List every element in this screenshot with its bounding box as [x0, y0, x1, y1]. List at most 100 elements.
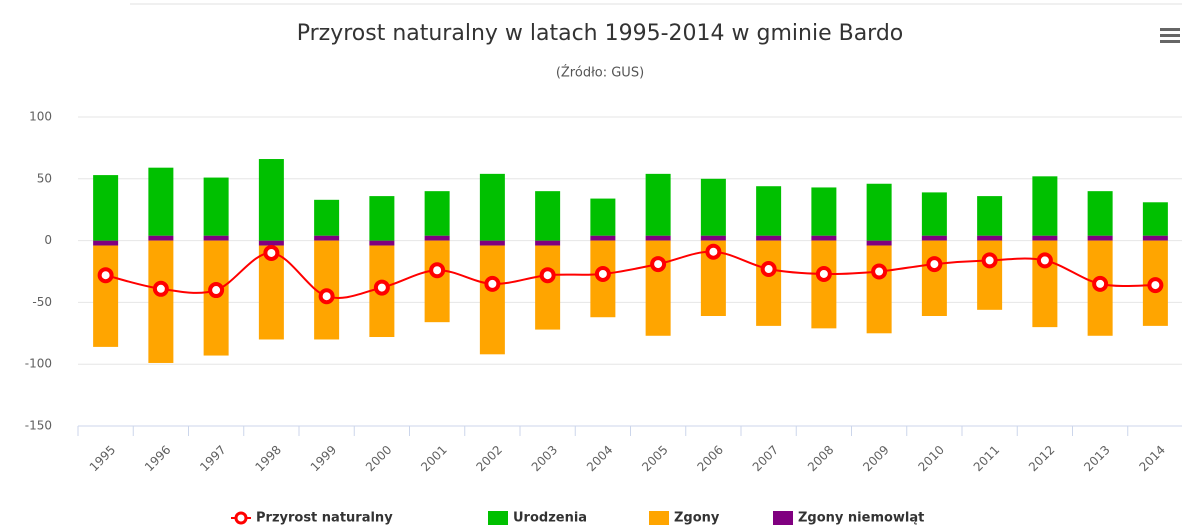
legend-label: Zgony niemowląt	[798, 511, 924, 526]
y-tick-label: -100	[25, 357, 52, 371]
line-marker	[97, 267, 114, 284]
bar	[148, 235, 174, 241]
x-tick-label: 2006	[694, 443, 725, 474]
bar	[203, 177, 229, 236]
legend-symbol	[488, 511, 508, 525]
chart-subtitle: (Źródło: GUS)	[556, 65, 644, 81]
x-tick-label: 2013	[1081, 443, 1112, 474]
bar	[93, 245, 119, 347]
bar	[700, 235, 726, 241]
bar	[148, 167, 174, 236]
bar	[1087, 191, 1113, 236]
legend-symbol	[773, 511, 793, 525]
bar	[756, 240, 782, 326]
bar	[93, 175, 119, 241]
line-marker	[1147, 277, 1164, 294]
line-marker	[429, 262, 446, 279]
bar	[479, 240, 505, 246]
bar	[93, 240, 119, 246]
x-tick-label: 1995	[87, 443, 118, 474]
legend-label: Przyrost naturalny	[256, 511, 393, 526]
bar	[535, 245, 561, 330]
y-tick-label: 50	[37, 171, 52, 185]
line-marker	[650, 256, 667, 273]
bar	[479, 245, 505, 355]
bar	[369, 240, 395, 246]
bar	[535, 240, 561, 246]
x-tick-label: 2000	[363, 443, 394, 474]
bar	[424, 235, 450, 241]
menu-icon[interactable]	[1160, 28, 1180, 43]
bar	[866, 183, 892, 241]
x-tick-label: 2002	[473, 443, 504, 474]
bar	[866, 240, 892, 246]
x-tick-label: 2014	[1136, 443, 1167, 474]
line-marker	[1036, 252, 1053, 269]
line-marker	[484, 275, 501, 292]
bar	[1032, 235, 1058, 241]
bar	[866, 245, 892, 334]
y-tick-label: -150	[25, 419, 52, 433]
line-marker	[318, 288, 335, 305]
bar	[1032, 176, 1058, 236]
x-tick-label: 1999	[308, 443, 339, 474]
bar	[811, 235, 837, 241]
chart-title: Przyrost naturalny w latach 1995-2014 w …	[297, 21, 904, 46]
y-tick-label: -50	[32, 295, 52, 309]
bar	[811, 187, 837, 236]
x-tick-label: 2012	[1026, 443, 1057, 474]
x-tick-label: 2010	[915, 443, 946, 474]
bar	[590, 235, 616, 241]
line-marker	[263, 244, 280, 261]
legend-symbol	[234, 511, 248, 525]
bar	[756, 186, 782, 236]
x-tick-label: 2001	[418, 443, 449, 474]
bar	[645, 235, 671, 241]
bar	[1142, 202, 1168, 236]
legend-symbol	[649, 511, 669, 525]
bar	[921, 192, 947, 236]
bar	[977, 235, 1003, 241]
bar	[424, 240, 450, 323]
line-marker	[539, 267, 556, 284]
bar	[203, 235, 229, 241]
bar	[1087, 235, 1113, 241]
x-tick-label: 1996	[142, 443, 173, 474]
bar	[258, 240, 284, 246]
x-tick-label: 2003	[529, 443, 560, 474]
bar	[645, 173, 671, 236]
bar	[314, 235, 340, 241]
x-tick-label: 2008	[805, 443, 836, 474]
bar	[921, 235, 947, 241]
bar	[700, 178, 726, 236]
line-marker	[152, 280, 169, 297]
bar	[314, 199, 340, 236]
bar	[203, 240, 229, 356]
bar	[921, 240, 947, 316]
line-marker	[594, 265, 611, 282]
line-marker	[760, 261, 777, 278]
line-marker	[208, 282, 225, 299]
x-tick-label: 2004	[584, 443, 615, 474]
bar	[756, 235, 782, 241]
x-tick-label: 2009	[860, 443, 891, 474]
legend-label: Urodzenia	[513, 511, 587, 526]
bar	[369, 196, 395, 241]
bar	[1142, 235, 1168, 241]
bar	[645, 240, 671, 336]
bar	[535, 191, 561, 241]
line-marker	[981, 252, 998, 269]
bar	[258, 159, 284, 241]
bar	[424, 191, 450, 236]
line-marker	[815, 265, 832, 282]
legend-label: Zgony	[674, 511, 720, 526]
y-tick-label: 100	[29, 110, 52, 124]
x-tick-label: 2007	[750, 443, 781, 474]
y-tick-label: 0	[44, 233, 52, 247]
x-tick-label: 2011	[971, 443, 1002, 474]
line-marker	[705, 243, 722, 260]
x-tick-label: 2005	[639, 443, 670, 474]
bar	[258, 245, 284, 340]
line-marker	[926, 256, 943, 273]
